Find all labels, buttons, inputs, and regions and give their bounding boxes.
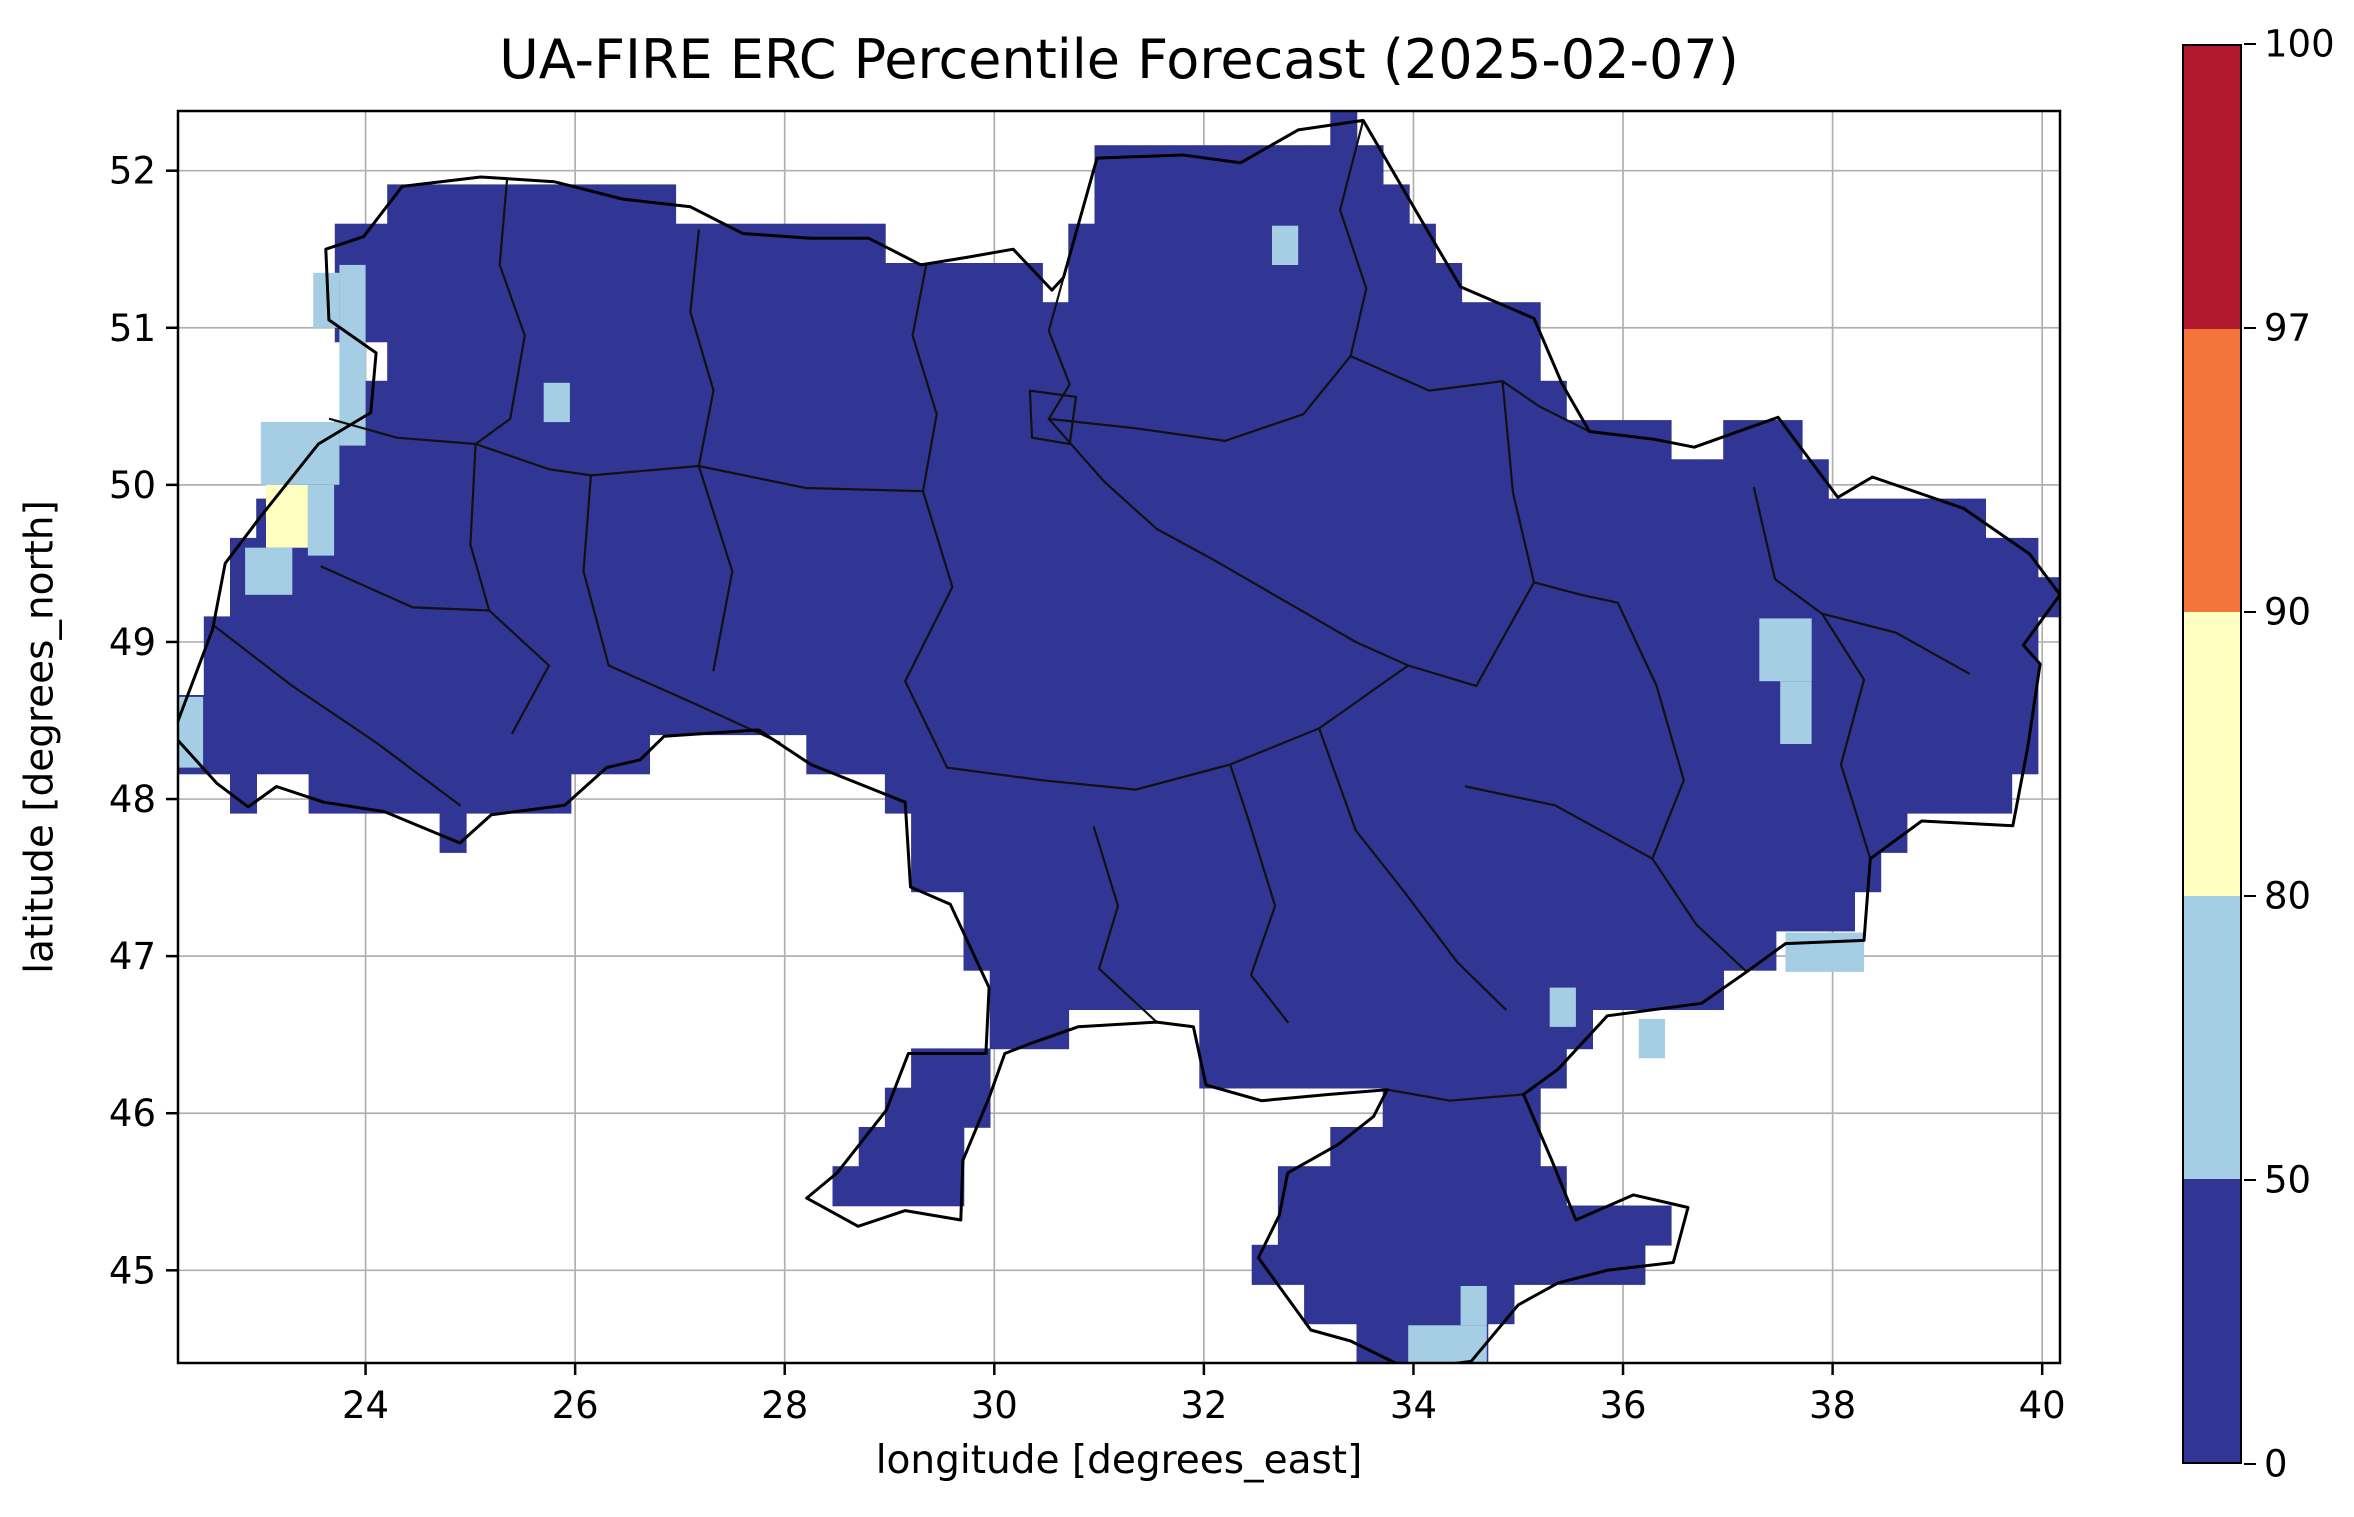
colorbar-tick-label: 50 (2264, 1158, 2312, 1202)
x-tick-label: 34 (1390, 1384, 1437, 1427)
x-tick-label: 26 (552, 1384, 599, 1427)
colorbar-tick (2244, 611, 2256, 613)
colorbar (2182, 44, 2242, 1464)
y-tick-label: 46 (109, 1092, 156, 1135)
colorbar-tick-label: 0 (2264, 1442, 2288, 1486)
colorbar-tick-label: 97 (2264, 306, 2312, 350)
colorbar-segment (2184, 895, 2240, 1179)
x-tick-label: 30 (971, 1384, 1018, 1427)
colorbar-tick-label: 100 (2264, 22, 2335, 66)
x-tick-label: 24 (342, 1384, 389, 1427)
x-tick-label: 38 (1809, 1384, 1856, 1427)
colorbar-segment (2184, 46, 2240, 330)
y-axis-label: latitude [degrees_north] (17, 500, 63, 974)
colorbar-segment (2184, 612, 2240, 896)
colorbar-tick (2244, 1463, 2256, 1465)
colorbar-segment (2184, 329, 2240, 613)
chart-title: UA-FIRE ERC Percentile Forecast (2025-02… (499, 28, 1739, 91)
colorbar-tick (2244, 43, 2256, 45)
x-tick-label: 36 (1599, 1384, 1646, 1427)
x-axis-label: longitude [degrees_east] (875, 1438, 1363, 1483)
colorbar-segment (2184, 1178, 2240, 1463)
x-tick-label: 28 (761, 1384, 808, 1427)
y-tick-label: 47 (109, 935, 156, 978)
y-tick-label: 48 (109, 778, 156, 821)
x-tick-label: 40 (2019, 1384, 2066, 1427)
y-tick-label: 52 (109, 150, 156, 193)
y-tick-label: 45 (109, 1249, 156, 1292)
colorbar-tick-label: 90 (2264, 590, 2312, 634)
y-tick-label: 50 (109, 464, 156, 507)
colorbar-tick-label: 80 (2264, 874, 2312, 918)
colorbar-tick (2244, 895, 2256, 897)
y-tick-label: 49 (109, 621, 156, 664)
y-tick-label: 51 (109, 307, 156, 350)
x-tick-label: 32 (1180, 1384, 1227, 1427)
colorbar-tick (2244, 1179, 2256, 1181)
colorbar-tick (2244, 327, 2256, 329)
